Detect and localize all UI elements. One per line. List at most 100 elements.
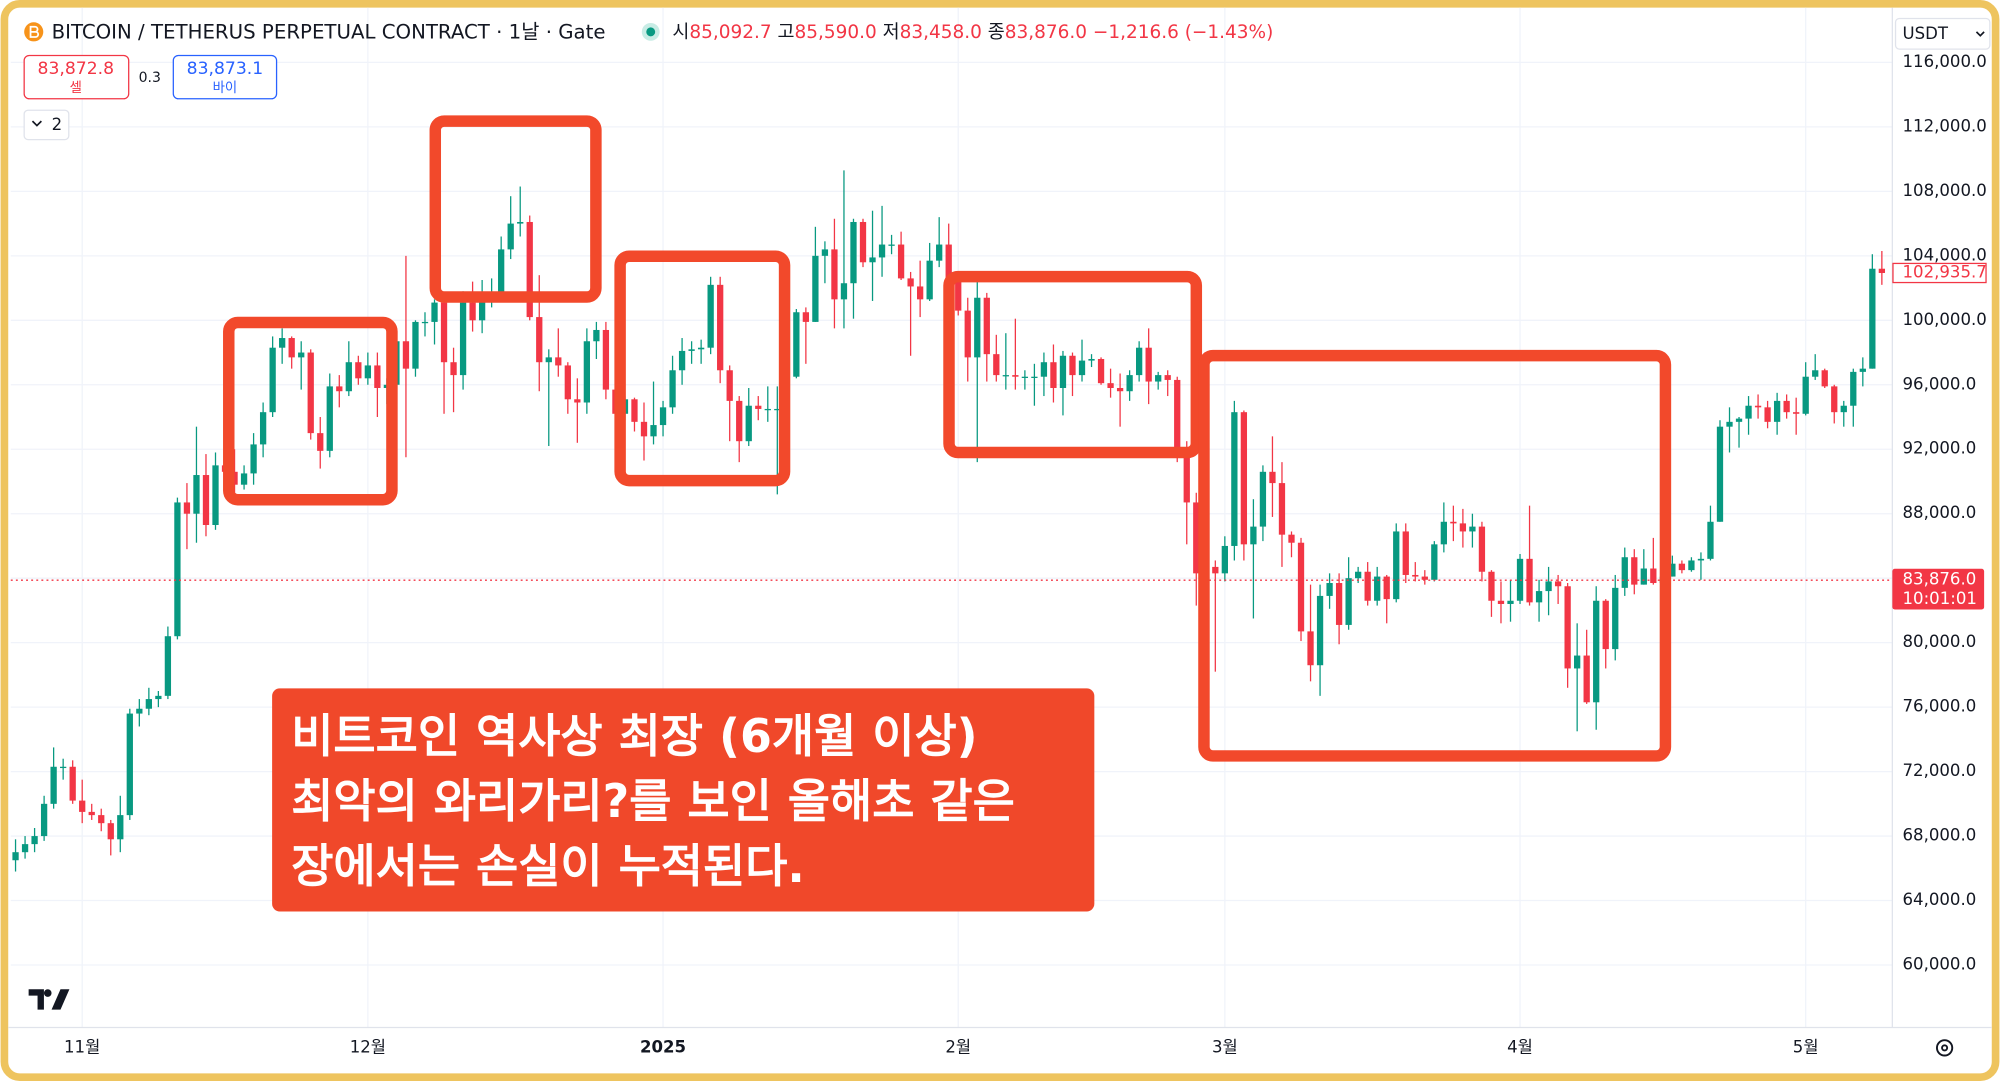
y-tick-label: 68,000.0 (1903, 826, 1977, 845)
candle-body (583, 341, 591, 403)
candle-body (279, 338, 286, 348)
candle-body (1231, 412, 1238, 546)
candle-body (1355, 571, 1362, 579)
candle-body (69, 766, 76, 801)
candle-body (574, 399, 581, 403)
candle-body (1269, 471, 1276, 484)
candle-body (1526, 558, 1533, 603)
candle-body (1802, 376, 1809, 414)
candle-body (240, 473, 248, 485)
candle-body (79, 800, 86, 812)
candle-body (1602, 600, 1609, 650)
candle-body (1678, 563, 1686, 571)
candle-body (31, 836, 38, 845)
sell-button[interactable] (23, 54, 130, 100)
x-tick-label: 12월 (350, 1037, 386, 1056)
candle-body (955, 281, 962, 311)
candle-body (517, 221, 524, 224)
y-tick-label: 108,000.0 (1903, 181, 1987, 200)
candle-body (774, 408, 781, 411)
chevron (1975, 31, 1985, 37)
candle-body (916, 286, 924, 300)
candle-body (1554, 581, 1562, 587)
candle-body (650, 425, 657, 437)
candle-body (1069, 355, 1076, 376)
candle-body (659, 407, 667, 426)
candle-body (1431, 544, 1438, 580)
candle-body (1535, 591, 1543, 603)
candle-body (717, 284, 724, 371)
candle-body (1754, 405, 1762, 408)
candle-body (1174, 379, 1181, 458)
candle-body (1012, 375, 1019, 377)
candle-body (1764, 407, 1771, 422)
candle-body (764, 408, 771, 411)
candle-body (1831, 386, 1838, 413)
candle-body (1497, 600, 1505, 604)
candle-body (1688, 560, 1695, 571)
candle-body (1478, 526, 1486, 572)
candle-body (364, 365, 372, 379)
annotation-line: 최악의 와리가리?를 보인 올해초 같은 (291, 774, 1015, 828)
ohlc-value: 83,876.0 (1005, 22, 1087, 43)
annotation-box (272, 688, 1095, 912)
candle-body (1488, 571, 1495, 601)
candle-body (1450, 521, 1457, 524)
candle-body (60, 766, 67, 769)
y-tick-label: 80,000.0 (1903, 632, 1977, 651)
candle-body (1050, 362, 1057, 388)
settings-icon[interactable] (1935, 1039, 1954, 1057)
currency-button[interactable] (1894, 17, 1991, 50)
candle-body (1459, 523, 1467, 532)
candle-body (555, 357, 562, 366)
y-tick-label: 88,000.0 (1903, 503, 1977, 522)
candle-body (736, 400, 743, 442)
ohlc-value: 83,458.0 (900, 22, 982, 43)
candle-body (164, 636, 172, 696)
candle-body (840, 283, 848, 300)
candle-body (259, 412, 267, 445)
candle-body (1297, 542, 1305, 632)
candle-body (1126, 375, 1133, 392)
y-tick-label: 60,000.0 (1903, 955, 1977, 974)
ohlc-label: 고 (778, 22, 795, 43)
candle-body (869, 257, 876, 263)
candle-body (1393, 531, 1400, 600)
candle-body (945, 244, 952, 282)
highlight-box (1198, 349, 1672, 762)
buy-button[interactable] (172, 54, 278, 100)
highlight-boxes (223, 115, 1672, 762)
indicator-toggle[interactable] (23, 109, 70, 141)
candle-body (1793, 412, 1800, 414)
candle-body (1335, 583, 1343, 625)
candle-body (1345, 578, 1352, 625)
annotation: 비트코인 역사상 최장 (6개월 이상) 최악의 와리가리?를 보인 올해초 같… (291, 709, 1015, 893)
candle-body (926, 260, 933, 300)
candle-body (317, 433, 324, 451)
candle-body (1259, 471, 1267, 527)
candle-body (478, 297, 486, 321)
candle-body (1040, 362, 1048, 377)
candle-body (498, 249, 505, 298)
candle-body (1107, 383, 1114, 388)
y-tick-label: 112,000.0 (1903, 116, 1987, 135)
candle-body (50, 766, 57, 804)
candle-body (21, 844, 29, 853)
candle-body (469, 302, 476, 321)
candle-body (145, 699, 152, 709)
candle-body (1097, 358, 1105, 384)
candle-body (412, 321, 419, 369)
candle-body (1212, 566, 1219, 574)
candle-body (374, 365, 381, 388)
candle-body (1631, 557, 1638, 585)
candle-body (964, 310, 971, 358)
candle-body (907, 278, 914, 287)
candle-body (1193, 502, 1200, 574)
candle-body (526, 221, 533, 318)
y-tick-label: 76,000.0 (1903, 697, 1977, 716)
candle-body (40, 803, 48, 837)
currency: USDT (1903, 24, 1949, 43)
